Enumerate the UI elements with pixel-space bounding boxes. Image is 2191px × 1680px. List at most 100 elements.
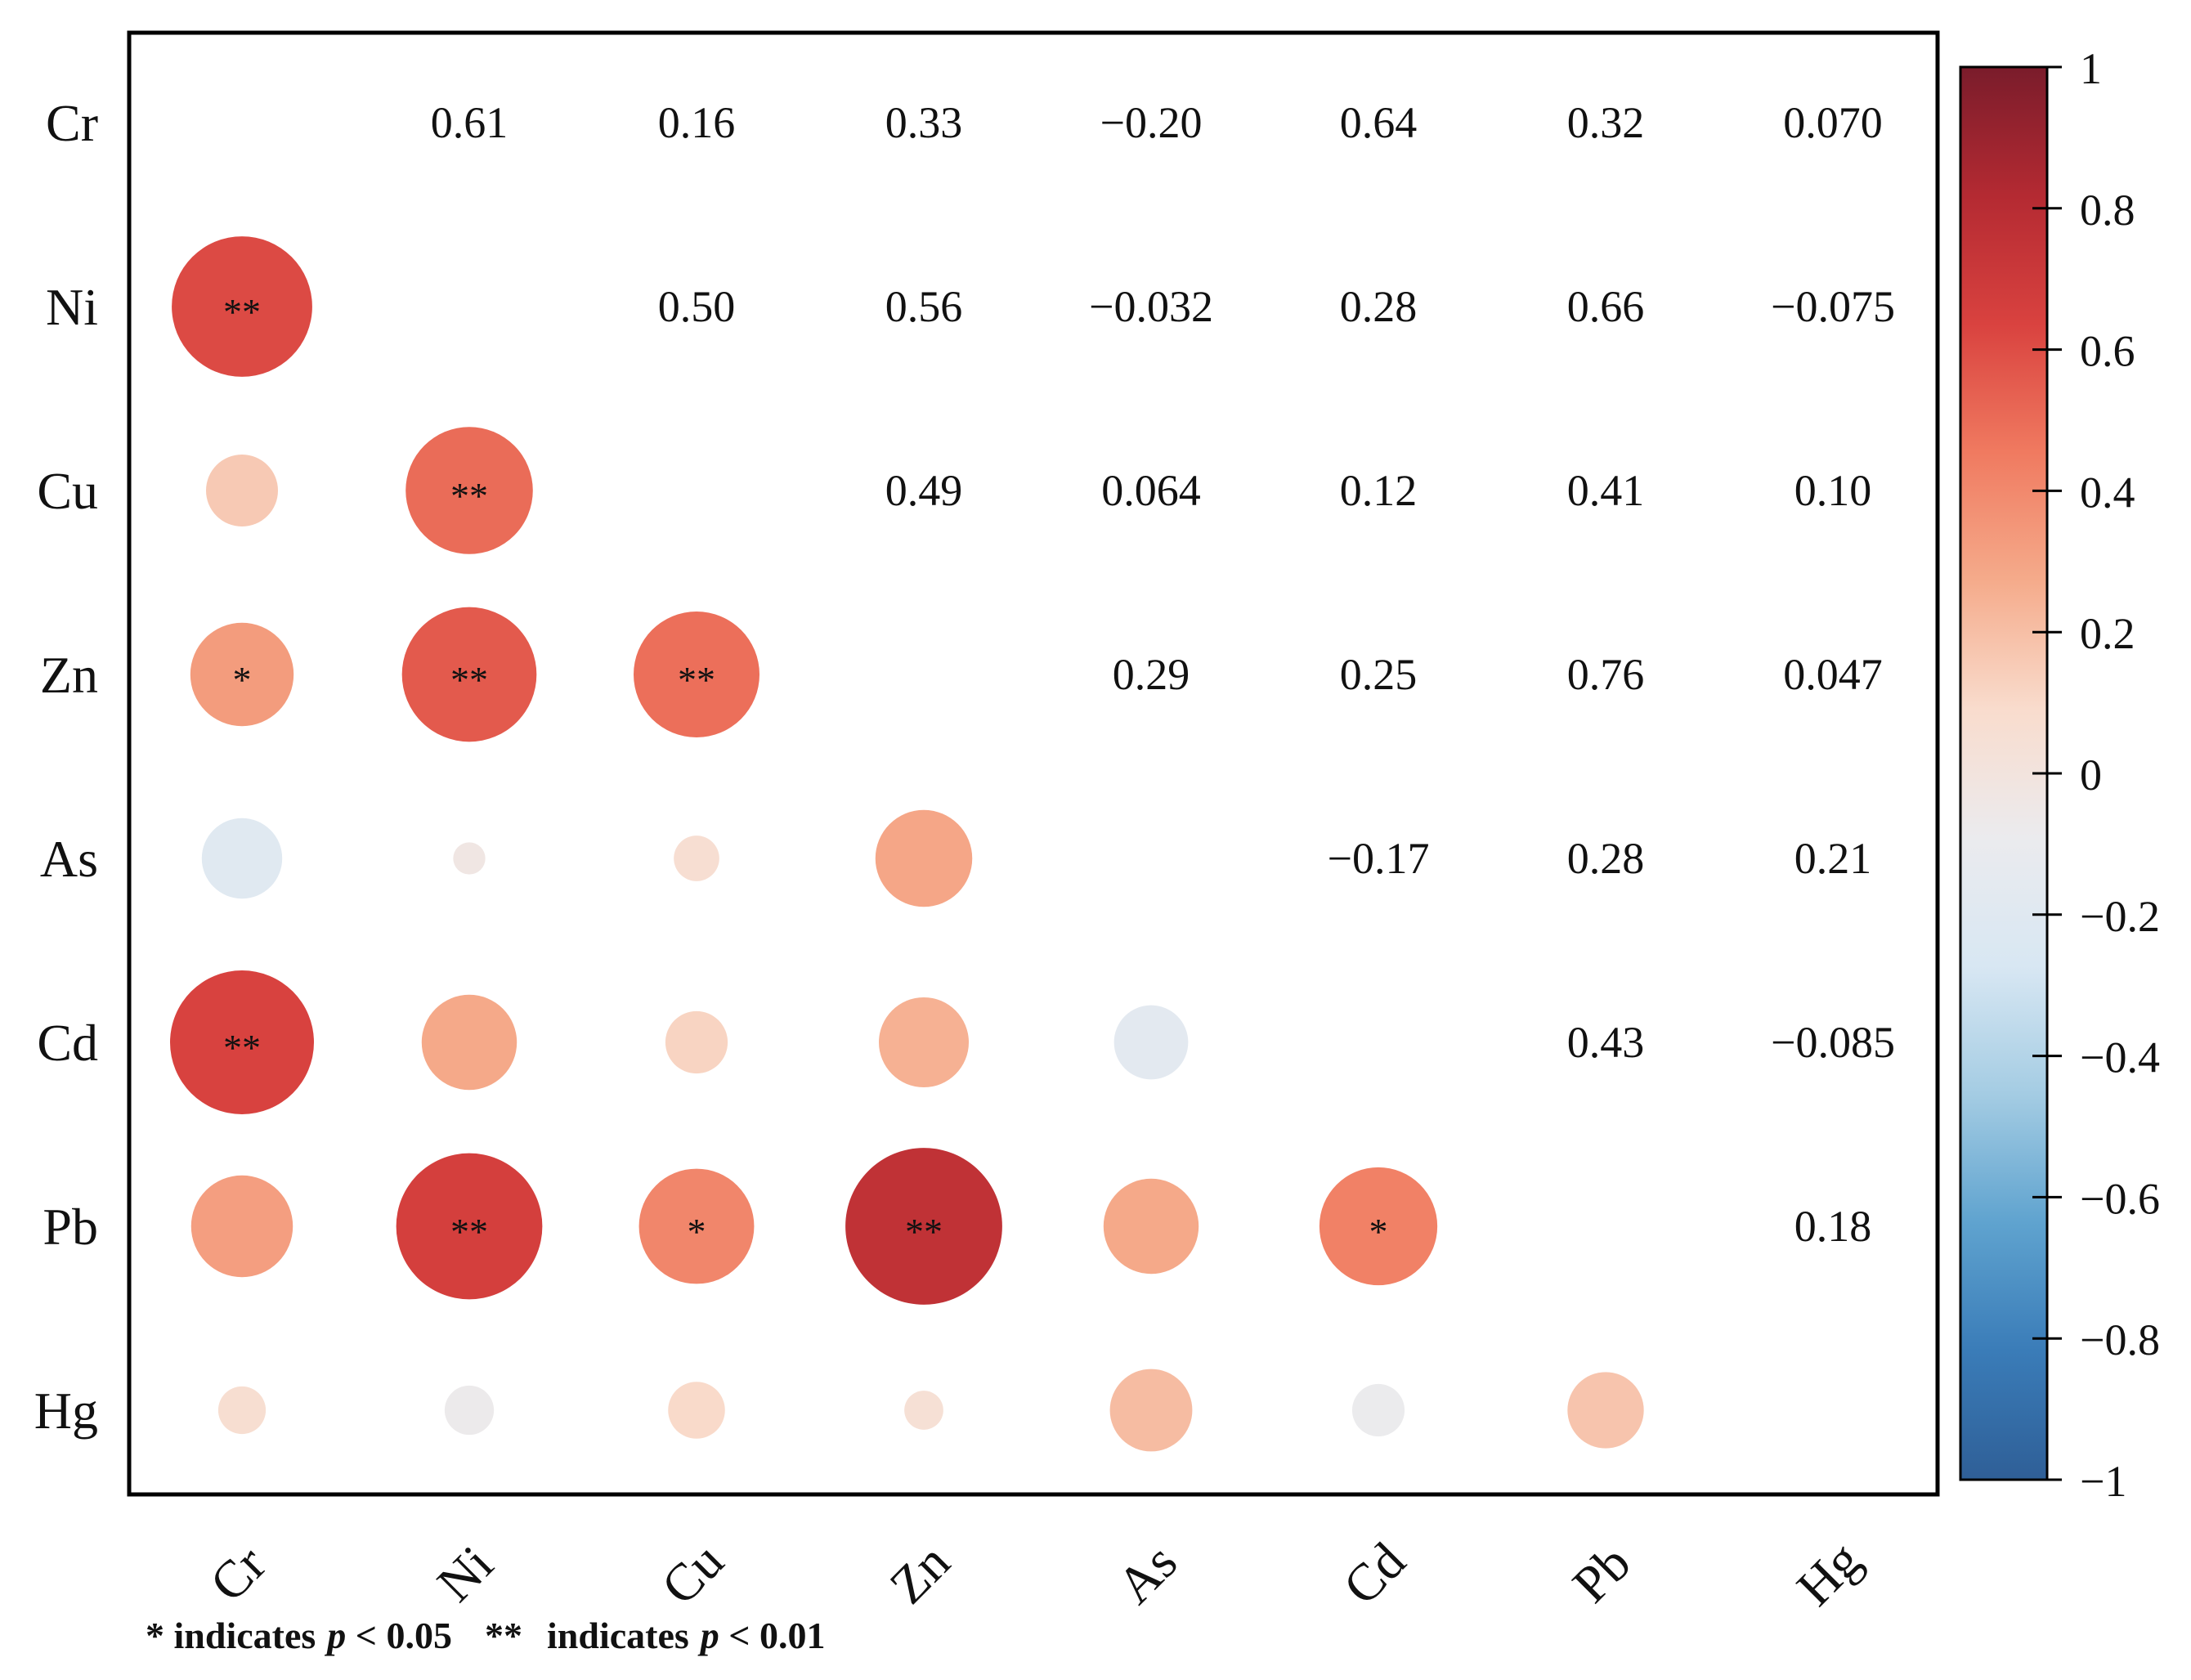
colorbar-tick-label: 0 [2080,750,2102,800]
colorbar: 1 0.8 0.6 0.4 0.2 0 −0.2 −0.4 −0.6 −0.8 −1 [1959,44,2160,1506]
corr-circle-ni-cr [172,236,312,377]
corr-value-cu-zn: 0.49 [885,466,963,515]
x-label-hg: Hg [1786,1530,1872,1617]
corr-value-ni-pb: 0.66 [1567,282,1645,331]
x-label-cr: Cr [199,1534,276,1612]
sig-mark-zn-cr: * [233,659,252,701]
footnote-sig05-label: * indicates [146,1615,316,1656]
colorbar-tick-label: −1 [2080,1457,2126,1506]
corr-value-cr-cu: 0.16 [658,98,736,147]
colorbar-tick-label: 0.6 [2080,327,2135,376]
footnote-p-symbol: p [324,1615,346,1656]
footnote-sig01-label: indicates [547,1615,689,1656]
plot-frame [127,30,1940,1497]
footnote-sig01-threshold: < 0.01 [719,1615,826,1656]
corr-value-cd-hg: −0.085 [1771,1018,1895,1067]
colorbar-tick-label: −0.2 [2080,892,2160,941]
corr-value-cr-zn: 0.33 [885,98,963,147]
corr-value-cr-cd: 0.64 [1340,98,1418,147]
corr-value-cu-pb: 0.41 [1567,466,1645,515]
corr-circle-hg-ni [444,1385,495,1436]
corr-circle-cd-cu [665,1010,728,1074]
sig-mark-zn-ni: ** [450,659,488,701]
corr-value-ni-zn: 0.56 [885,282,963,331]
corr-circle-as-cr [201,818,283,899]
sig-mark-pb-cd: * [1369,1211,1388,1252]
sig-mark-cu-ni: ** [450,475,488,517]
x-label-cu: Cu [650,1531,734,1615]
corr-value-as-hg: 0.21 [1794,834,1872,883]
y-axis-labels: Cr Ni Cu Zn As Cd Pb Hg [34,94,98,1440]
colorbar-tick-label: 1 [2080,44,2102,93]
y-label-pb: Pb [43,1198,98,1256]
corr-circle-as-zn [875,809,973,907]
x-label-ni: Ni [426,1534,504,1612]
y-label-zn: Zn [40,646,98,704]
corr-circle-cd-ni [421,994,518,1091]
x-label-cd: Cd [1332,1531,1416,1615]
sig-mark-pb-zn: ** [905,1211,943,1252]
corr-circle-hg-cr [217,1386,267,1435]
corr-circle-pb-ni [396,1153,543,1300]
colorbar-tick-label: 0.4 [2080,468,2135,517]
colorbar-tick-label: −0.6 [2080,1174,2160,1223]
y-label-cr: Cr [46,94,98,152]
corr-circle-hg-zn [904,1391,943,1430]
corr-circle-cd-as [1113,1005,1189,1080]
x-label-zn: Zn [879,1533,961,1615]
corr-value-as-cd: −0.17 [1328,834,1430,883]
corr-circle-zn-ni [401,607,537,742]
corr-circle-pb-cd [1319,1167,1438,1286]
corr-circle-pb-as [1103,1178,1199,1275]
corr-value-cd-pb: 0.43 [1567,1018,1645,1067]
corr-value-cr-pb: 0.32 [1567,98,1645,147]
x-axis-labels: Cr Ni Cu Zn As Cd Pb Hg [199,1530,1871,1617]
corr-value-zn-hg: 0.047 [1783,650,1883,699]
footnote: * indicates p < 0.05 ** indicates p < 0.01 [146,1615,826,1656]
corr-circle-hg-cu [668,1382,725,1439]
corr-value-cr-hg: 0.070 [1783,98,1883,147]
y-label-ni: Ni [46,278,98,336]
corr-circle-hg-pb [1567,1372,1644,1449]
corr-circle-cd-cr [170,970,314,1114]
colorbar-tick-label: −0.4 [2080,1033,2160,1082]
significance-layer: ***** ** ****** * ** * [223,291,1388,1252]
footnote-p-symbol-2: p [697,1615,719,1656]
y-label-cd: Cd [37,1014,98,1072]
sig-mark-pb-ni: ** [450,1211,488,1252]
upper-value-layer: 0.61 0.16 0.33 −0.20 0.64 0.32 0.070 0.50 0.56 −0… [431,98,1895,1251]
corr-circle-pb-cu [638,1168,755,1284]
corr-circle-as-ni [453,842,486,875]
sig-mark-cd-cr: ** [223,1027,261,1068]
corr-circle-cu-ni [405,427,533,554]
corr-value-cu-as: 0.064 [1101,466,1201,515]
corr-value-ni-hg: −0.075 [1771,282,1895,331]
corr-value-ni-cu: 0.50 [658,282,736,331]
sig-mark-ni-cr: ** [223,291,261,333]
x-label-pb: Pb [1561,1534,1642,1614]
colorbar-tick-label: 0.8 [2080,186,2135,235]
corr-value-ni-as: −0.032 [1089,282,1213,331]
corr-value-cr-ni: 0.61 [431,98,509,147]
corr-value-cr-as: −0.20 [1100,98,1203,147]
colorbar-tick-label: −0.8 [2080,1315,2160,1364]
circle-layer [170,236,1644,1452]
colorbar-tick-label: 0.2 [2080,609,2135,658]
corr-circle-zn-cu [634,612,759,737]
corr-circle-zn-cr [190,622,294,727]
corr-circle-hg-as [1109,1369,1193,1452]
footnote-sig05-threshold: < 0.05 [346,1615,452,1656]
footnote-sig01-stars: ** [485,1615,522,1656]
y-label-hg: Hg [34,1382,98,1440]
x-label-as: As [1106,1533,1188,1615]
sig-mark-pb-cu: * [688,1211,706,1252]
corr-value-zn-pb: 0.76 [1567,650,1645,699]
corr-value-cu-hg: 0.10 [1794,466,1872,515]
corr-circle-cu-cr [206,455,278,526]
corr-value-zn-as: 0.29 [1113,650,1190,699]
corr-value-ni-cd: 0.28 [1340,282,1418,331]
corr-circle-pb-cr [190,1175,293,1278]
corr-value-zn-cd: 0.25 [1340,650,1418,699]
corr-value-pb-hg: 0.18 [1794,1202,1872,1251]
